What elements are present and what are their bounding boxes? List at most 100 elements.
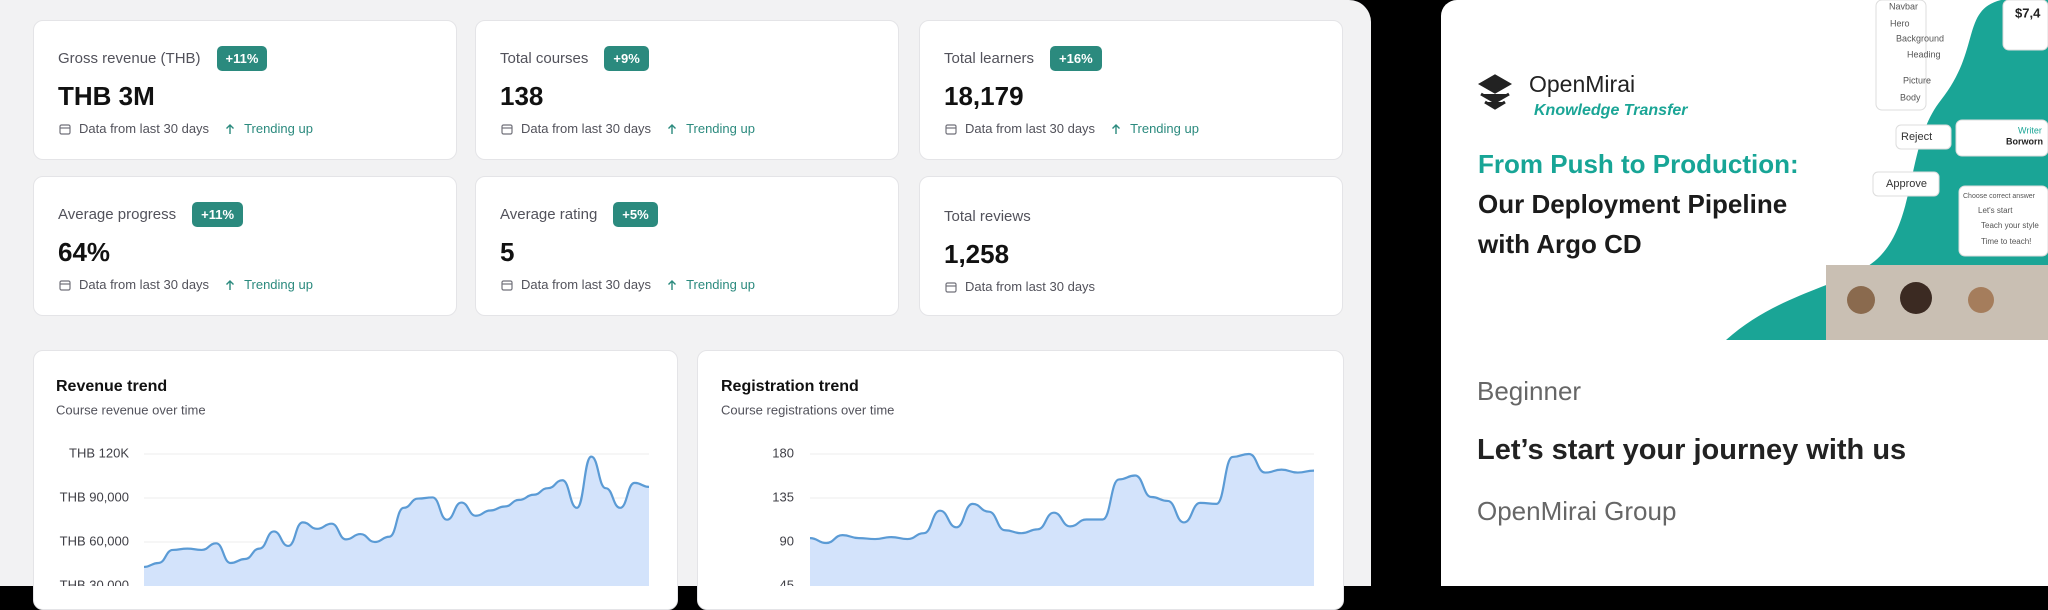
mock-text: Approve [1886,178,1927,190]
mock-text: Teach your style [1981,221,2039,230]
stat-header: Average rating +5% [500,201,874,227]
calendar-icon [945,281,957,293]
calendar-icon [59,123,71,135]
stat-label: Gross revenue (THB) [58,49,201,67]
course-provider: OpenMirai Group [1477,496,1677,526]
trend: Trending up [1109,121,1199,136]
chart-subtitle: Course registrations over time [721,402,894,417]
stat-note: Data from last 30 days [79,277,210,292]
trend-text: Trending up [244,277,313,292]
arrow-icon [668,123,677,134]
stat-value: 18,179 [944,81,1024,111]
stat-footer: Data from last 30 days Trending up [500,121,874,136]
stat-card: Total learners +16% 18,179 Data from last 3… [919,20,1343,160]
stat-footer: Data from last 30 days Trending up [944,121,1318,136]
trend: Trending up [665,277,755,292]
stat-label: Average progress [58,205,177,223]
mock-text: $7,4 [2015,5,2041,20]
trend: Trending up [223,121,313,136]
stat-header: Average progress +11% [58,201,432,227]
mock-text: Writer [2018,125,2042,135]
calendar-icon [59,279,71,291]
stat-note: Data from last 30 days [965,121,1096,136]
charts: Revenue trend Course revenue over time R… [56,378,1315,586]
stat-value: THB 3M [58,81,155,111]
stat-label: Total reviews [944,207,1031,225]
stat-badge: +9% [604,45,649,71]
calendar-icon [945,123,957,135]
stat-note: Data from last 30 days [79,121,210,136]
photo [1900,282,1932,314]
y-tick-label: THB 90,000 [60,489,129,504]
logo-icon [1477,74,1513,110]
mock-text: Borworn [2006,136,2043,146]
stat-note: Data from last 30 days [521,277,652,292]
calendar-icon [59,123,71,135]
line [143,455,650,569]
stat-header: Total learners +16% [944,45,1318,71]
stat-header: Gross revenue (THB) +11% [58,45,432,71]
headline: From Push to Production: [1478,149,1799,179]
arrow-icon [226,279,235,290]
stat-badge: +5% [613,201,658,227]
stat-label: Total learners [944,49,1035,67]
photo [1847,286,1875,314]
y-tick-label: THB 60,000 [60,533,129,548]
y-tick-label: THB 30,000 [60,577,129,586]
stat-note: Data from last 30 days [521,121,652,136]
mock-panel [2002,0,2048,51]
y-tick-label: 90 [780,533,794,548]
arrow-icon [226,123,235,134]
arrow-icon [668,279,677,290]
trend-text: Trending up [686,277,755,292]
mock-text: Picture [1903,75,1931,85]
trend: Trending up [665,121,755,136]
arrow-icon [668,123,677,134]
stat-label: Total courses [500,49,589,67]
mock-text: Time to teach! [1981,237,2031,246]
mock-text: Let's start [1978,206,2013,215]
stat-value: 5 [500,237,515,267]
mock-panel [1955,119,2048,157]
course-card[interactable]: Navbar Hero Background Heading Picture B… [1441,0,2048,586]
arrow-icon [1112,123,1121,134]
stat-card: Total courses +9% 138 Data from last 30 day… [475,20,899,160]
mock-button [1872,171,1940,197]
stat-footer: Data from last 30 days Trending up [500,277,874,292]
y-tick-label: 45 [780,577,794,586]
stat-note: Data from last 30 days [965,279,1096,294]
stat-footer: Data from last 30 days Trending up [58,121,432,136]
chart-subtitle: Course revenue over time [56,402,206,417]
stat-badge: +11% [192,201,244,227]
trend-text: Trending up [686,121,755,136]
stat-value: 138 [500,81,544,111]
headline: with Argo CD [1477,229,1642,259]
headline: Our Deployment Pipeline [1478,189,1787,219]
calendar-icon [945,281,957,293]
y-tick-label: 135 [772,489,794,504]
stat-footer: Data from last 30 days [944,279,1318,294]
brand: OpenMirai [1529,71,1635,97]
course-level: Beginner [1477,376,1582,406]
calendar-icon [501,279,513,291]
course-banner: Navbar Hero Background Heading Picture B… [1477,0,2048,340]
calendar-icon [501,279,513,291]
mock-text: Choose correct answer [1963,193,2036,200]
mock-text: Body [1900,92,1921,102]
stat-card: Gross revenue (THB) +11% THB 3M Data from l… [33,20,457,160]
mock-text: Reject [1901,131,1932,143]
stat-badge: +11% [216,45,268,71]
stat-value: 64% [58,237,111,267]
y-tick-label: 180 [772,445,794,460]
line [809,452,1315,545]
stat-card: Average rating +5% 5 Data from last 30 days… [475,176,899,316]
trend-text: Trending up [1130,121,1199,136]
mock-panel [1958,185,2048,257]
calendar-icon [59,279,71,291]
area [144,456,649,586]
arrow-icon [226,279,235,290]
calendar-icon [501,123,513,135]
stat-header: Total courses +9% [500,45,874,71]
stat-header: Total reviews [944,203,1318,229]
